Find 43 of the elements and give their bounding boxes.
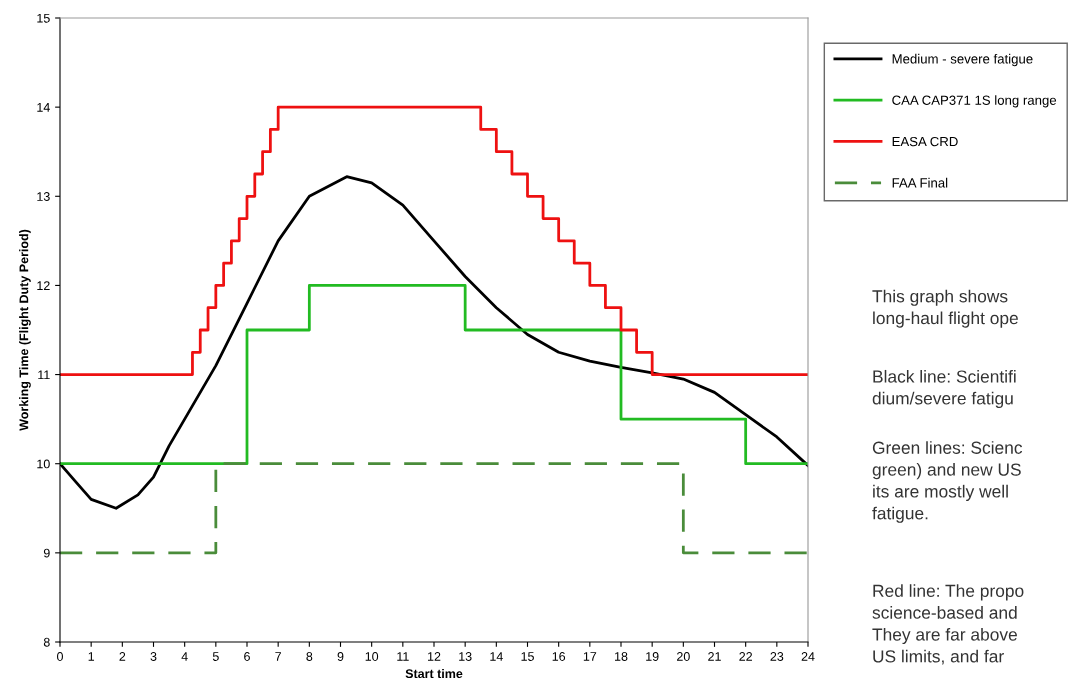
- legend-label: EASA CRD: [892, 136, 958, 147]
- x-tick-label: 19: [646, 652, 659, 661]
- x-tick-label: 11: [397, 652, 409, 661]
- legend-label: FAA Final: [892, 177, 948, 188]
- x-tick-label: 3: [150, 652, 157, 661]
- x-tick-label: 6: [244, 652, 250, 661]
- legend-label: CAA CAP371 1S long range: [892, 95, 1057, 108]
- x-tick-label: 17: [583, 652, 597, 661]
- text: This graph shows long-haul flight ope: [872, 289, 1018, 328]
- y-tick-label: 13: [37, 192, 50, 201]
- y-tick-label: 8: [43, 637, 50, 647]
- x-tick-label: 24: [801, 652, 815, 661]
- x-tick-label: 22: [739, 652, 752, 661]
- x-tick-label: 20: [677, 652, 690, 661]
- x-tick-label: 21: [708, 652, 721, 661]
- x-tick-label: 13: [459, 652, 472, 661]
- y-tick-label: 14: [37, 103, 50, 112]
- y-tick-label: 9: [43, 548, 50, 558]
- x-tick-label: 5: [212, 652, 219, 661]
- x-tick-label: 1: [88, 652, 95, 661]
- x-tick-label: 12: [428, 652, 441, 661]
- text: Black line: Scientifi dium/severe fatigu: [872, 369, 1016, 408]
- x-tick-label: 14: [490, 652, 503, 661]
- y-tick-label: 11: [38, 370, 50, 380]
- x-tick-label: 16: [552, 652, 566, 661]
- y-tick-label: 15: [37, 13, 50, 23]
- x-tick-label: 9: [337, 652, 344, 661]
- legend-label: Medium - severe fatigue: [892, 53, 1033, 67]
- x-tick-label: 8: [306, 652, 313, 661]
- x-tick-label: 7: [275, 652, 282, 661]
- x-tick-label: 2: [119, 652, 126, 661]
- x-axis-title: Start time: [405, 668, 463, 679]
- y-tick-label: 12: [37, 281, 50, 290]
- x-tick-label: 18: [615, 652, 628, 661]
- x-tick-label: 15: [521, 652, 534, 661]
- x-tick-label: 23: [770, 652, 784, 661]
- x-tick-label: 10: [365, 652, 379, 661]
- text: Green lines: Scienc green) and new US its are mostly well fatigue.: [872, 441, 1023, 523]
- x-tick-label: 0: [57, 652, 63, 661]
- x-tick-label: 4: [181, 652, 188, 661]
- y-tick-label: 10: [37, 459, 50, 469]
- text: Red line: The propo science-based and They are far above US limits, and far: [872, 584, 1024, 665]
- y-axis-title: Working Time (Flight Duty Period): [19, 229, 31, 431]
